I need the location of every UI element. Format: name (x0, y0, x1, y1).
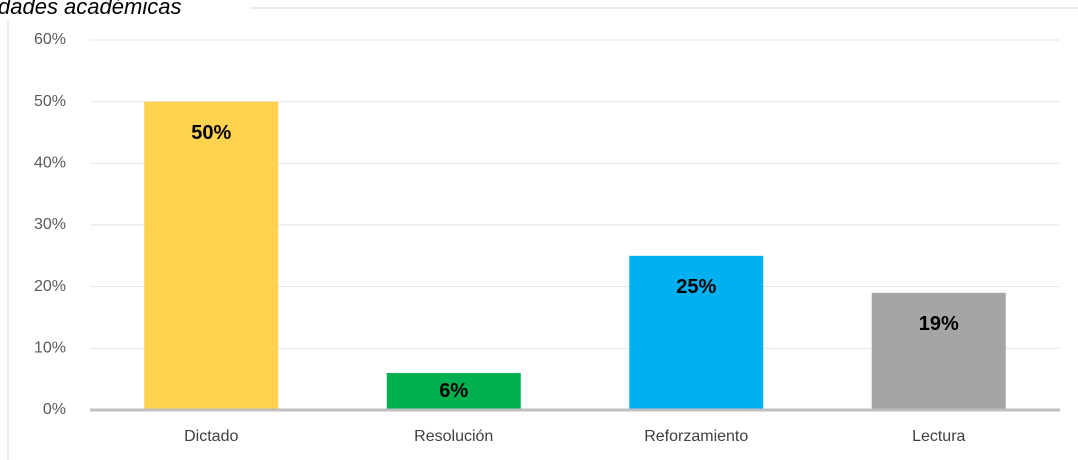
y-tick-label: 0% (43, 401, 66, 418)
value-label: 25% (676, 276, 716, 298)
x-tick-label: Resolución (414, 428, 493, 445)
value-label: 50% (191, 122, 231, 144)
bar (871, 292, 1006, 410)
y-tick-label: 50% (34, 93, 66, 110)
value-label: 19% (919, 313, 959, 335)
chart-title: dades académicas (0, 0, 181, 19)
bar (386, 373, 521, 410)
y-tick-label: 20% (34, 278, 66, 295)
x-tick-label: Reforzamiento (644, 428, 748, 445)
y-tick-label: 60% (34, 31, 66, 48)
y-tick-label: 10% (34, 340, 66, 357)
value-label: 6% (439, 380, 468, 402)
y-tick-label: 30% (34, 216, 66, 233)
bar (144, 101, 279, 411)
y-tick-label: 40% (34, 155, 66, 172)
x-tick-label: Lectura (912, 428, 965, 445)
bar (629, 255, 764, 410)
x-tick-label: Dictado (184, 428, 238, 445)
